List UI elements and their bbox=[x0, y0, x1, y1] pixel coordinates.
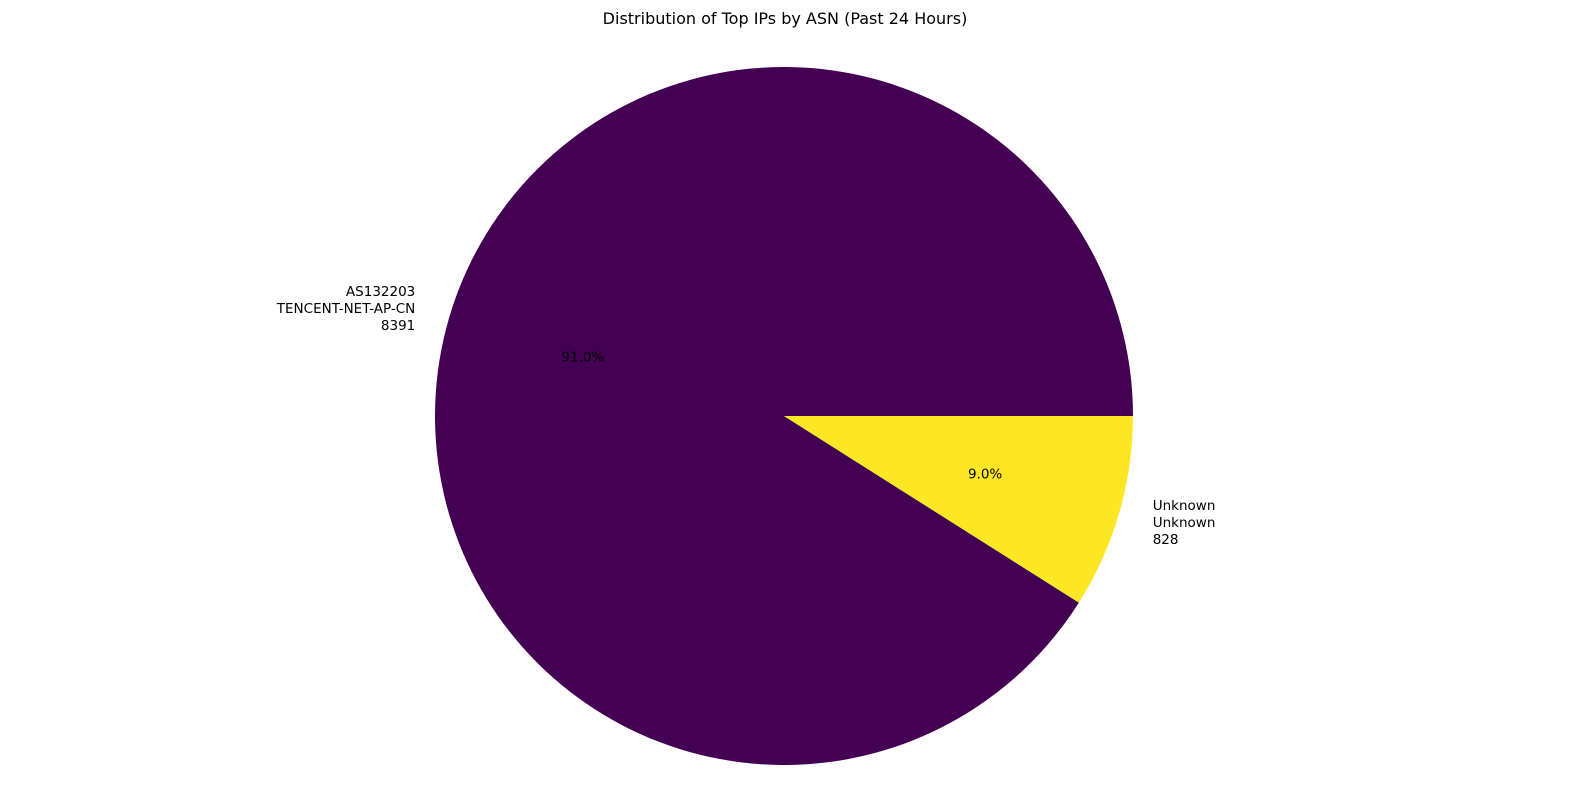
pie-slice-label-line: 828 bbox=[1153, 532, 1179, 548]
pie-slice-percent-label-1: 9.0% bbox=[968, 466, 1002, 482]
pie-slice-0 bbox=[435, 67, 1134, 766]
chart-title: Distribution of Top IPs by ASN (Past 24 … bbox=[603, 9, 968, 28]
pie-slice-label-line: TENCENT-NET-AP-CN bbox=[276, 301, 416, 317]
pie-slice-label-line: Unknown bbox=[1153, 515, 1216, 531]
pie-slice-label-0: AS132203 TENCENT-NET-AP-CN 8391 bbox=[276, 284, 416, 334]
pie-slice-label-1: Unknown Unknown 828 bbox=[1153, 498, 1216, 548]
pie-slice-percent-label-0: 91.0% bbox=[561, 350, 604, 366]
pie-labels: 91.0% AS132203 TENCENT-NET-AP-CN 8391 9.0% Un… bbox=[276, 284, 1216, 548]
pie-slices bbox=[435, 67, 1134, 766]
pie-slice-label-line: 8391 bbox=[381, 318, 415, 334]
pie-slice-1 bbox=[784, 416, 1133, 603]
pie-slice-label-line: Unknown bbox=[1153, 498, 1216, 514]
pie-slice-label-line: AS132203 bbox=[346, 284, 415, 300]
